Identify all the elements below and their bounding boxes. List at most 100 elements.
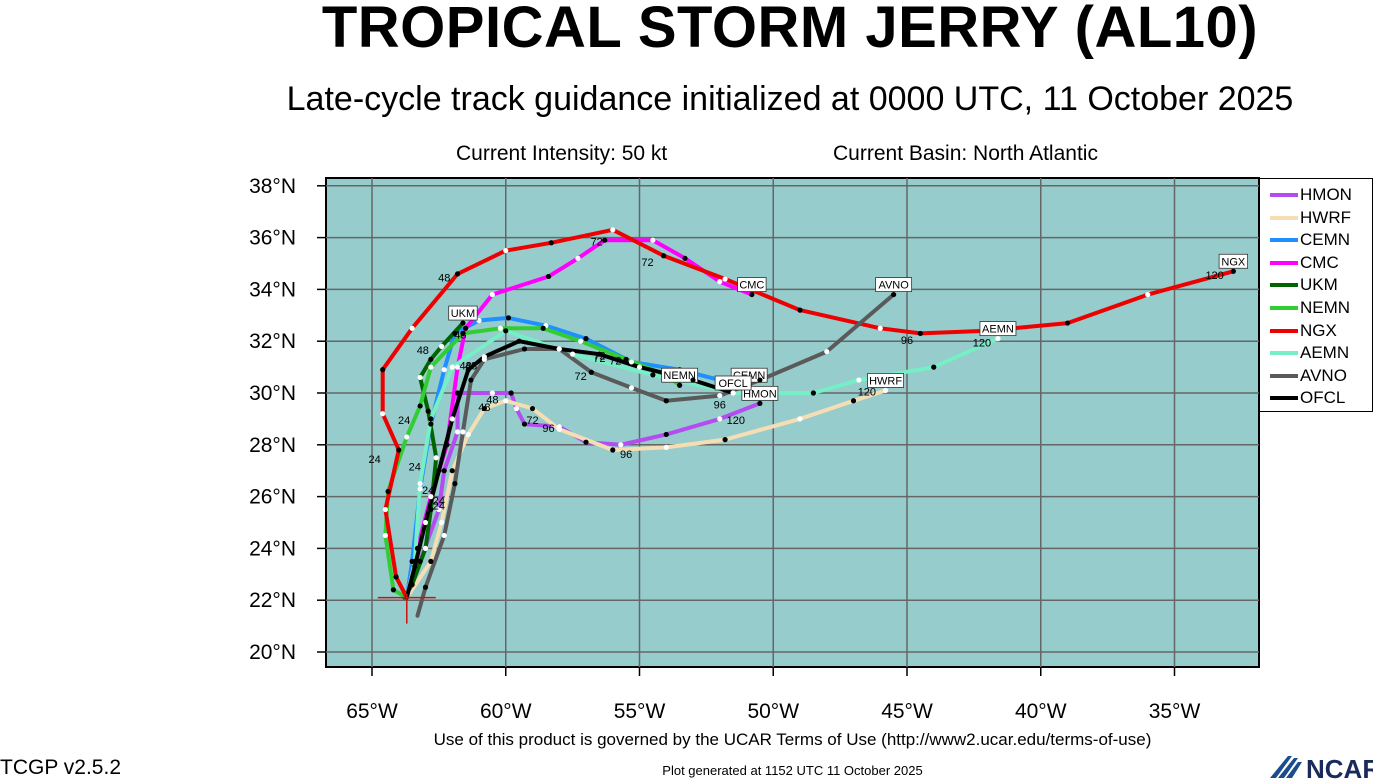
track-point [1230,268,1236,274]
track-point [503,247,509,254]
forecast-hour-label: 96 [714,400,726,412]
track-point [396,447,402,453]
legend-item-ukm: UKM [1270,274,1338,296]
track-point [436,468,442,474]
track-point [797,307,803,313]
track-end-label: UKM [448,305,478,321]
legend-swatch [1270,260,1298,265]
track-point [663,444,669,450]
legend-item-cmc: CMC [1270,252,1339,274]
track-point [449,364,455,370]
forecast-hour-label: 72 [575,371,587,383]
track-point [393,574,399,580]
legend-swatch [1270,396,1298,401]
legend-item-aemn: AEMN [1270,342,1349,364]
lon-tick-label: 40°W [1015,700,1067,723]
legend-swatch [1270,283,1298,288]
legend-item-ngx: NGX [1270,320,1337,342]
forecast-hour-label: 96 [901,335,913,347]
track-point [390,587,396,593]
lon-tick-label: 55°W [614,700,666,723]
track-point [428,558,434,564]
track-point [749,291,755,298]
legend-label: CEMN [1300,230,1351,250]
track-point [414,545,421,552]
legend-label: UKM [1300,275,1338,295]
forecast-hour-label: 48 [438,273,450,285]
track-point [891,291,897,298]
track-point [1145,291,1151,298]
svg-text:AEMN: AEMN [982,324,1014,336]
svg-text:UKM: UKM [451,308,475,320]
track-point [650,372,656,378]
legend-swatch [1270,193,1298,197]
track-point [602,237,608,243]
track-point [722,276,728,282]
forecast-hour-label: 48 [417,345,429,357]
track-point [489,390,495,396]
track-point [468,377,474,383]
forecast-hour-label: 24 [422,485,434,497]
track-point [497,325,503,331]
track-point [570,351,576,357]
forecast-hour-label: 48 [460,361,472,373]
track-point [455,271,461,277]
track-point [438,343,445,349]
track-point [521,421,528,427]
lat-tick-label: 28°N [249,434,296,457]
track-point [917,330,923,337]
legend-label: NEMN [1300,298,1351,317]
track-point [556,426,562,432]
track-point [455,390,461,396]
legend-label: HMON [1300,185,1352,204]
forecast-hour-label: 24 [433,495,445,507]
track-point [441,367,447,373]
track-point [385,488,391,495]
track-point [636,364,643,370]
track-point [513,405,520,412]
track-end-label: NEMN [661,367,699,383]
track-point [444,442,450,448]
track-point [380,411,386,417]
track-end-label: CMC [737,277,767,292]
track-point [428,494,434,500]
current-basin: Current Basin: North Atlantic [833,142,1098,165]
track-end-label: HWRF [867,373,904,388]
track-point [412,563,418,570]
track-point [583,336,589,342]
forecast-hour-label: 48 [478,402,490,414]
track-end-label: OFCL [714,375,752,391]
forecast-hour-label: 120 [858,387,876,399]
forecast-hour-label: 72 [593,353,605,365]
legend-item-cemn: CEMN [1270,229,1350,251]
track-point [425,408,431,414]
track-point [463,325,469,331]
track-point [417,486,423,492]
legend-item-hwrf: HWRF [1270,207,1351,229]
forecast-hour-label: 48 [486,394,498,406]
legend-swatch [1270,328,1298,333]
track-point [757,400,763,406]
svg-text:NEMN: NEMN [663,370,695,382]
track-point [422,545,429,552]
track-point [422,519,429,526]
track-point [409,582,415,588]
track-ngx [380,227,1236,600]
track-point [717,392,723,399]
svg-text:CMC: CMC [739,280,764,292]
track-end-label: AEMN [979,321,1017,337]
track-point [428,416,434,422]
track-point [610,447,616,453]
track-point [856,377,862,383]
track-point [575,255,581,261]
legend-item-ofcl: OFCL [1270,387,1345,409]
track-point [503,328,509,334]
track-point [588,369,594,375]
track-point [505,315,512,321]
legend: HMON HWRF CEMN CMC UKM NEMN NGX AEMN AVNO OFCL [1259,178,1373,412]
track-marks: 24487296120HMON4896120HWRF72CEMN4872CMC2… [369,227,1248,624]
track-point [460,330,466,337]
track-nemn [383,326,682,600]
track-point [717,416,723,422]
ncar-logo: NCAR [1270,754,1373,780]
